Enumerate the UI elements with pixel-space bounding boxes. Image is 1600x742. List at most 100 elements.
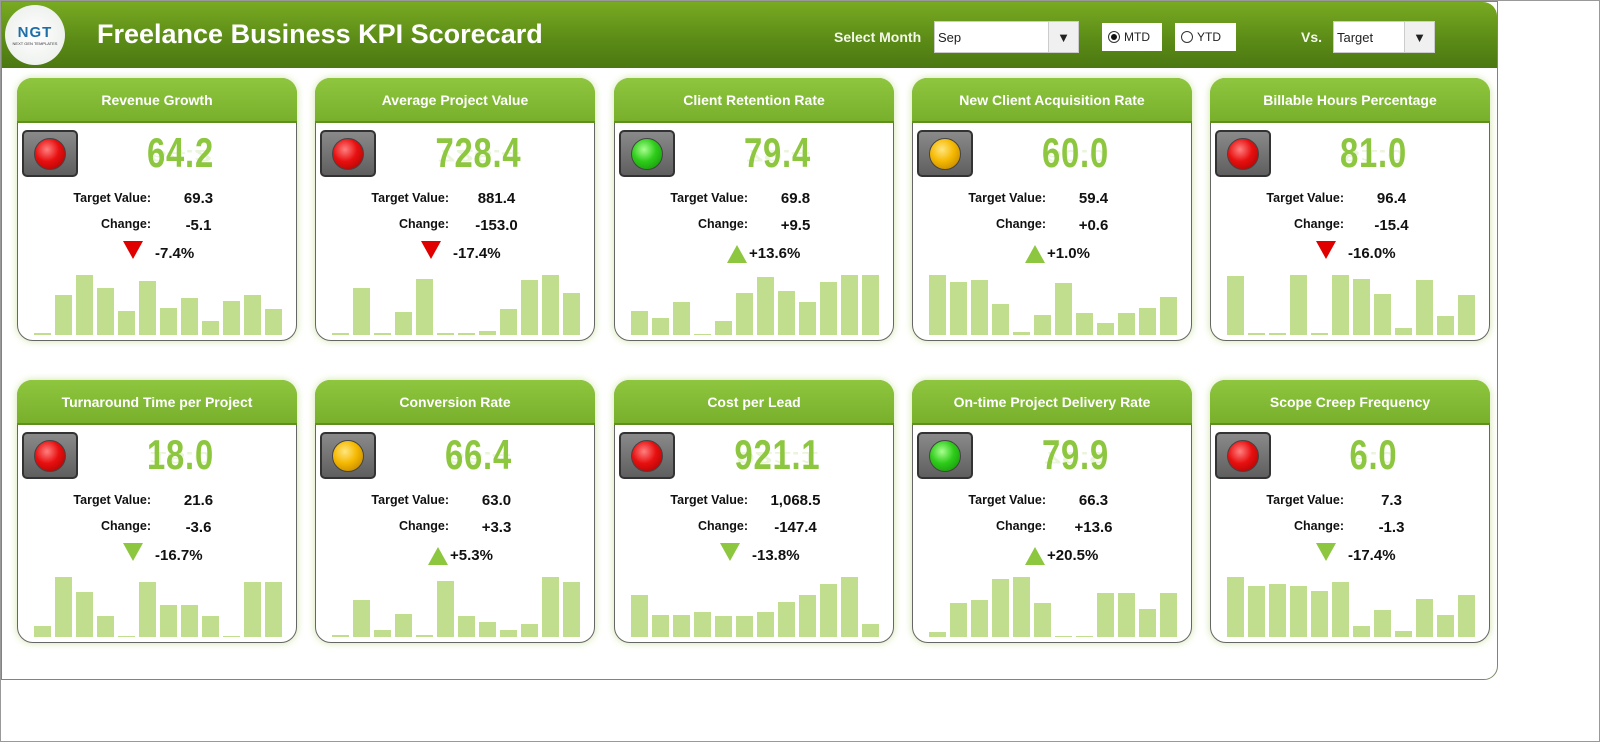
status-amber-icon bbox=[929, 137, 961, 170]
mtd-radio[interactable]: MTD bbox=[1102, 23, 1162, 51]
status-light bbox=[320, 432, 376, 479]
kpi-title: Scope Creep Frequency bbox=[1210, 380, 1490, 425]
trend-bar bbox=[353, 287, 370, 335]
change-label: Change: bbox=[698, 519, 748, 533]
target-value: 96.4 bbox=[1376, 190, 1407, 207]
status-light bbox=[1215, 432, 1271, 479]
select-month-label: Select Month bbox=[834, 29, 922, 45]
month-dropdown[interactable]: Sep ▼ bbox=[934, 21, 1079, 53]
status-red-icon bbox=[34, 137, 66, 170]
trend-bar bbox=[55, 577, 72, 637]
trend-bar bbox=[862, 275, 879, 335]
trend-bar bbox=[1034, 315, 1051, 335]
trend-bar bbox=[1097, 323, 1114, 335]
trend-bar bbox=[673, 302, 690, 335]
trend-bar bbox=[1458, 295, 1475, 335]
trend-bar bbox=[479, 330, 496, 335]
trend-bar bbox=[1353, 626, 1370, 637]
trend-bar bbox=[160, 307, 177, 335]
trend-bar bbox=[1139, 307, 1156, 335]
trend-bar bbox=[736, 292, 753, 335]
trend-bar bbox=[820, 282, 837, 335]
target-label: Target Value: bbox=[73, 191, 151, 205]
kpi-value-reflection: 66.4 bbox=[446, 448, 511, 467]
trend-bar bbox=[694, 611, 711, 637]
trend-bar bbox=[1353, 278, 1370, 335]
trend-bar bbox=[97, 287, 114, 335]
kpi-value: 79.9 bbox=[1042, 431, 1109, 478]
trend-bar bbox=[950, 281, 967, 335]
kpi-card: Client Retention Rate 79.4 79.4 Target V… bbox=[614, 78, 894, 341]
vs-dropdown[interactable]: Target ▼ bbox=[1333, 21, 1435, 53]
trend-bar bbox=[416, 634, 433, 637]
month-value: Sep bbox=[938, 30, 962, 45]
trend-bar bbox=[971, 599, 988, 637]
kpi-value: 66.4 bbox=[445, 431, 512, 478]
trend-bar bbox=[1332, 582, 1349, 637]
kpi-title: Billable Hours Percentage bbox=[1210, 78, 1490, 123]
kpi-value: 921.1 bbox=[734, 431, 821, 478]
trend-chart bbox=[332, 273, 580, 335]
trend-bar bbox=[458, 332, 475, 335]
trend-bar bbox=[181, 605, 198, 637]
status-light bbox=[1215, 130, 1271, 177]
trend-bar bbox=[437, 332, 454, 335]
trend-bar bbox=[1076, 312, 1093, 335]
chevron-down-icon[interactable]: ▼ bbox=[1048, 22, 1078, 52]
trend-bar bbox=[1374, 293, 1391, 335]
arrow-up-icon bbox=[1025, 245, 1045, 263]
trend-bar bbox=[950, 603, 967, 637]
trend-bar bbox=[1395, 630, 1412, 637]
trend-bar bbox=[1395, 327, 1412, 335]
trend-chart bbox=[1227, 273, 1475, 335]
kpi-title: New Client Acquisition Rate bbox=[912, 78, 1192, 123]
kpi-title: Cost per Lead bbox=[614, 380, 894, 425]
kpi-value-reflection: 81.0 bbox=[1341, 146, 1406, 165]
arrow-down-icon bbox=[720, 543, 740, 561]
trend-bar bbox=[202, 616, 219, 637]
trend-bar bbox=[55, 295, 72, 335]
kpi-value: 60.0 bbox=[1042, 129, 1109, 176]
trend-bar bbox=[862, 624, 879, 637]
kpi-card: Scope Creep Frequency 6.0 6.0 Target Val… bbox=[1210, 380, 1490, 643]
change-value: -5.1 bbox=[185, 217, 212, 234]
dashboard: NGT NEXT GEN TEMPLATES Freelance Business… bbox=[1, 1, 1498, 680]
ytd-radio[interactable]: YTD bbox=[1175, 23, 1236, 51]
status-green-icon bbox=[631, 137, 663, 170]
kpi-value: 64.2 bbox=[147, 129, 214, 176]
trend-bar bbox=[160, 605, 177, 637]
change-percent: +20.5% bbox=[1047, 547, 1099, 564]
trend-bar bbox=[1290, 586, 1307, 637]
status-red-icon bbox=[332, 137, 364, 170]
trend-bar bbox=[76, 275, 93, 335]
trend-bar bbox=[1139, 609, 1156, 637]
chevron-down-icon[interactable]: ▼ bbox=[1404, 22, 1434, 52]
target-label: Target Value: bbox=[670, 191, 748, 205]
trend-bar bbox=[992, 303, 1009, 335]
kpi-card: Turnaround Time per Project 18.0 18.0 Ta… bbox=[17, 380, 297, 643]
trend-bar bbox=[694, 333, 711, 335]
kpi-card: Cost per Lead 921.1 921.1 Target Value: … bbox=[614, 380, 894, 643]
trend-bar bbox=[1076, 635, 1093, 637]
trend-bar bbox=[332, 332, 349, 335]
trend-bar bbox=[1055, 282, 1072, 335]
arrow-down-icon bbox=[123, 241, 143, 259]
trend-bar bbox=[500, 629, 517, 637]
mtd-label: MTD bbox=[1124, 30, 1150, 44]
trend-bar bbox=[1227, 276, 1244, 335]
kpi-title: Revenue Growth bbox=[17, 78, 297, 123]
kpi-card: Revenue Growth 64.2 64.2 Target Value: 6… bbox=[17, 78, 297, 341]
change-percent: +1.0% bbox=[1047, 245, 1090, 262]
logo: NGT NEXT GEN TEMPLATES bbox=[5, 5, 65, 65]
trend-bar bbox=[118, 310, 135, 335]
target-value: 66.3 bbox=[1078, 492, 1109, 509]
arrow-down-icon bbox=[123, 543, 143, 561]
change-percent: -13.8% bbox=[752, 547, 800, 564]
trend-bar bbox=[1097, 592, 1114, 637]
status-light bbox=[619, 432, 675, 479]
trend-bar bbox=[1374, 609, 1391, 637]
trend-bar bbox=[1248, 586, 1265, 637]
status-red-icon bbox=[1227, 439, 1259, 472]
kpi-title: Client Retention Rate bbox=[614, 78, 894, 123]
trend-chart bbox=[1227, 575, 1475, 637]
